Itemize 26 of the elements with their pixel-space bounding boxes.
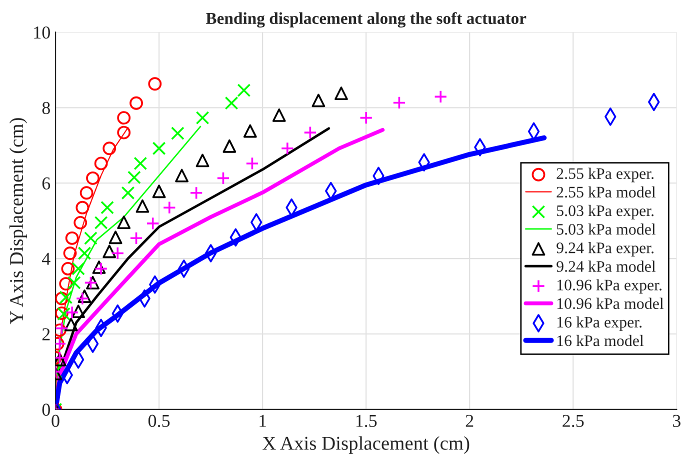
legend-label: 10.96 kPa exper.	[557, 279, 662, 294]
y-tick-label: 2	[42, 328, 50, 340]
legend-label: 2.55 kPa model	[556, 186, 656, 198]
y-tick-label: 0	[42, 404, 50, 416]
legend-label: 9.24 kPa exper.	[556, 242, 654, 257]
y-tick-label: 4	[42, 252, 50, 265]
chart-title: Bending displacement along the soft actuator	[206, 12, 526, 28]
legend-label: 16 kPa exper.	[557, 316, 642, 331]
legend-label: 5.03 kPa exper.	[556, 204, 654, 220]
legend-label: 16 kPa model	[557, 334, 644, 346]
y-axis-title: Y Axis Displacement (cm)	[9, 118, 28, 324]
y-tick-label: 8	[42, 102, 50, 114]
x-tick-label: 0	[52, 414, 60, 427]
x-tick-label: 1.5	[356, 414, 377, 428]
x-axis-title: X Axis Displacement (cm)	[262, 436, 470, 454]
y-tick-label: 6	[42, 177, 50, 190]
legend-label: 2.55 kPa exper.	[556, 168, 654, 182]
x-tick-label: 1	[260, 414, 266, 427]
x-tick-label: 3	[673, 414, 680, 427]
x-tick-label: 2	[466, 414, 474, 427]
legend-label: 9.24 kPa model	[556, 260, 656, 272]
legend-label: 5.03 kPa model	[556, 223, 656, 235]
x-tick-label: 2.5	[562, 414, 584, 428]
x-tick-label: 0.5	[148, 414, 170, 428]
legend-label: 10.96 kPa model	[557, 298, 664, 310]
y-tick-label: 10	[34, 26, 50, 39]
